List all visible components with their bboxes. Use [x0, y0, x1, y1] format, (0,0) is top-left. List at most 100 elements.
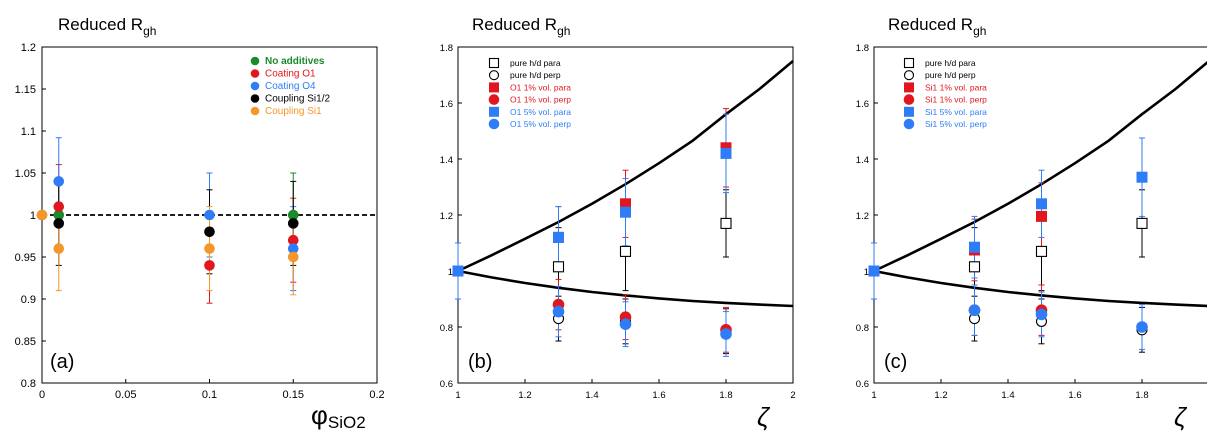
- legend-marker: [489, 82, 499, 93]
- legend-marker: [489, 106, 499, 117]
- data-point: [452, 265, 464, 277]
- panel-b: 0.6 0.8 1 1.2 1.4 1.6 1.8 1 1.2 1.4 1.6 1.8 2 Reduced…: [440, 15, 796, 432]
- y-tick-label: 0.6: [856, 379, 869, 390]
- data-point: [720, 142, 732, 154]
- data-point: [620, 206, 631, 218]
- data-point: [204, 226, 215, 238]
- y-tick-label: 1.15: [15, 84, 36, 96]
- theory-curve: [873, 269, 1207, 308]
- legend-label: Si1 5% vol. perp: [925, 119, 987, 129]
- legend-label: Si1 5% vol. para: [925, 107, 987, 117]
- legend-label: Si1 1% vol. perp: [925, 95, 987, 105]
- chart-title: Reduced Rgh: [472, 15, 570, 38]
- x-tick-label: 1.2: [934, 390, 947, 401]
- y-tick-label: 0.8: [440, 323, 453, 334]
- data-point: [1136, 171, 1148, 183]
- legend-label: pure h/d para: [510, 58, 561, 68]
- legend-marker: [250, 94, 260, 103]
- legend-label: O1 5% vol. para: [510, 107, 571, 117]
- y-tick-label: 1.2: [21, 42, 36, 54]
- legend-label: Si1 1% vol. para: [925, 82, 987, 92]
- y-tick-label: 1.2: [856, 211, 869, 222]
- y-tick-label: 0.95: [15, 252, 36, 264]
- legend-marker: [904, 106, 914, 117]
- data-point: [204, 243, 215, 254]
- data-point: [720, 147, 732, 159]
- legend-label: Coating O4: [265, 81, 316, 92]
- legend-marker: [250, 56, 260, 66]
- x-tick-label: 1: [455, 390, 460, 401]
- legend-marker: [903, 70, 915, 81]
- y-tick-label: 1.6: [856, 99, 869, 110]
- y-tick-label: 0.8: [856, 323, 869, 334]
- x-tick-label: 2: [790, 390, 795, 401]
- data-point: [1035, 308, 1048, 321]
- legend-label: O1 1% vol. perp: [510, 95, 571, 105]
- data-point: [53, 218, 65, 229]
- data-point: [553, 231, 564, 243]
- x-tick-label: 1.2: [518, 390, 531, 401]
- x-tick-label: 0.05: [115, 389, 136, 401]
- x-tick-label: 1.8: [719, 390, 732, 401]
- legend-label: pure h/d perp: [925, 70, 976, 80]
- data-point: [720, 328, 732, 340]
- y-tick-label: 0.85: [15, 336, 36, 348]
- data-point: [720, 217, 732, 229]
- legend-label: pure h/d perp: [510, 70, 561, 80]
- legend-label: O1 1% vol. para: [510, 82, 571, 92]
- legend-label: Coating O1: [265, 69, 316, 80]
- x-tick-label: 1.4: [1001, 390, 1014, 401]
- legend-marker: [488, 118, 500, 130]
- data-point: [287, 218, 299, 229]
- legend-marker: [904, 82, 914, 93]
- panel-label: (a): [50, 351, 74, 373]
- y-tick-label: 0.9: [21, 294, 36, 306]
- data-point: [1136, 217, 1148, 229]
- legend-marker: [250, 106, 260, 116]
- y-tick-label: 0.8: [21, 378, 36, 390]
- x-tick-label: 1.8: [1135, 390, 1148, 401]
- x-tick-label: 1.4: [585, 390, 598, 401]
- data-point: [53, 243, 65, 254]
- x-axis-label: ζ: [757, 402, 771, 432]
- legend-label: Coupling Si1/2: [265, 94, 330, 105]
- y-tick-label: 1.1: [21, 126, 36, 138]
- chart-title: Reduced Rgh: [888, 15, 986, 38]
- x-tick-label: 0: [39, 389, 45, 401]
- legend-marker: [903, 57, 915, 69]
- panel-c: 0.6 0.8 1 1.2 1.4 1.6 1.8 1 1.2 1.4 1.6 1.8 Reduced …: [856, 15, 1207, 432]
- legend-label: No additives: [265, 56, 325, 67]
- legend-marker: [250, 69, 260, 78]
- data-point: [1035, 245, 1048, 257]
- y-tick-label: 1.6: [440, 99, 453, 110]
- legend-label: Coupling Si1: [265, 106, 322, 117]
- x-axis-label: ζ: [1174, 402, 1188, 432]
- data-point: [1136, 321, 1148, 333]
- legend-label: O1 5% vol. perp: [510, 119, 571, 129]
- legend-marker: [488, 94, 500, 105]
- data-point: [287, 251, 299, 263]
- data-point: [552, 305, 565, 318]
- y-tick-label: 1.8: [856, 43, 869, 54]
- data-point: [619, 245, 632, 257]
- panel-a: 0.8 0.85 0.9 0.95 1 1.05 1.1 1.15 1.2 0 0.05 0.1 0.1…: [15, 15, 385, 432]
- data-point: [1036, 210, 1047, 222]
- data-point: [36, 209, 48, 221]
- data-point: [1036, 198, 1047, 210]
- y-tick-label: 1.4: [440, 155, 453, 166]
- y-tick-label: 1.4: [856, 155, 869, 166]
- y-tick-label: 1.05: [15, 168, 36, 180]
- data-point: [969, 241, 980, 253]
- chart-title: Reduced Rgh: [58, 15, 156, 38]
- panel-label: (b): [468, 351, 492, 373]
- legend-marker: [488, 57, 500, 69]
- panel-label: (c): [884, 351, 907, 373]
- data-point: [53, 201, 65, 212]
- y-tick-label: 1.2: [440, 211, 453, 222]
- legend-marker: [488, 70, 500, 81]
- data-point: [53, 176, 65, 187]
- data-point: [552, 261, 565, 273]
- legend-marker: [250, 81, 260, 91]
- data-point: [204, 209, 215, 221]
